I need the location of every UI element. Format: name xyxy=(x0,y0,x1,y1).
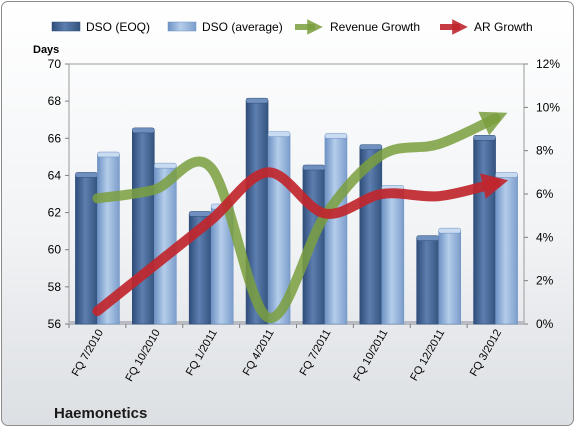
y-tick-label: 60 xyxy=(48,243,62,257)
y-tick-label: 58 xyxy=(48,280,62,294)
bar-dso-average xyxy=(324,136,348,325)
plot-floor xyxy=(69,321,524,325)
bar-cap xyxy=(495,172,518,178)
x-tick-label: FQ 7/2011 xyxy=(298,328,334,378)
legend-swatch-dso-average xyxy=(167,21,197,32)
bar-dso-eoq xyxy=(473,137,496,325)
legend-swatch-dso-eoq xyxy=(51,21,81,32)
y-tick-label: 62 xyxy=(48,206,62,220)
x-tick-label: FQ 4/2011 xyxy=(241,328,277,378)
bar-cap xyxy=(245,97,269,104)
bar-cap xyxy=(188,211,212,217)
x-tick-label: FQ 12/2011 xyxy=(408,328,447,384)
x-tick-label: FQ 10/2010 xyxy=(123,328,162,384)
bar-dso-average xyxy=(438,230,461,325)
y-tick-label: 68 xyxy=(48,94,62,108)
bar-dso-eoq xyxy=(132,130,155,325)
bar-cap xyxy=(97,151,120,158)
bar-cap xyxy=(473,135,496,141)
legend-label-dso-eoq: DSO (EOQ) xyxy=(86,20,150,34)
legend-label-dso-average: DSO (average) xyxy=(202,20,283,34)
bar-cap xyxy=(267,131,291,137)
y2-tick-label: 8% xyxy=(536,144,554,158)
bar-cap xyxy=(75,172,98,178)
y2-tick-label: 0% xyxy=(536,317,554,331)
y2-tick-label: 4% xyxy=(536,230,554,244)
bar-cap xyxy=(416,235,439,241)
y2-tick-label: 10% xyxy=(536,100,560,114)
growth-lines xyxy=(92,111,509,323)
chart-title: Haemonetics xyxy=(54,405,147,422)
bar-cap xyxy=(154,162,177,169)
legend-label-revenue-growth: Revenue Growth xyxy=(330,20,420,34)
bar-dso-average xyxy=(495,175,518,325)
bar-dso-eoq xyxy=(416,238,439,325)
y2-tick-label: 6% xyxy=(536,187,554,201)
y-tick-label: 64 xyxy=(48,168,62,182)
y-tick-label: 56 xyxy=(48,317,62,331)
y2-tick-label: 2% xyxy=(536,274,554,288)
bar-cap xyxy=(438,227,461,234)
y-tick-label: 66 xyxy=(48,131,62,145)
bar-cap xyxy=(324,133,348,139)
legend: DSO (EOQ) DSO (average) Revenue Growth A… xyxy=(51,19,533,35)
x-axis: FQ 7/2010 FQ 10/2010 FQ 1/2011 FQ 4/2011 FQ … xyxy=(68,324,504,384)
y-tick-label: 70 xyxy=(48,57,62,71)
x-tick-label: FQ 3/2012 xyxy=(468,328,504,379)
legend-label-ar-growth: AR Growth xyxy=(474,20,533,34)
x-tick-label: FQ 1/2011 xyxy=(184,328,220,378)
bar-dso-average xyxy=(381,188,405,325)
x-tick-label: FQ 7/2010 xyxy=(70,328,106,379)
y-axis-title: Days xyxy=(33,44,59,56)
y-axis-right: 0% 2% 4% 6% 8% 10% 12% xyxy=(524,57,560,331)
bar-cap xyxy=(359,144,383,150)
y2-tick-label: 12% xyxy=(536,57,560,71)
x-tick-label: FQ 10/2011 xyxy=(351,328,390,384)
revenue-growth-line xyxy=(92,111,508,323)
y-axis-left: 56 58 60 62 64 66 68 70 xyxy=(48,57,69,331)
bar-cap xyxy=(132,127,155,134)
bar-cap xyxy=(302,164,326,171)
ar-growth-line xyxy=(92,167,509,316)
